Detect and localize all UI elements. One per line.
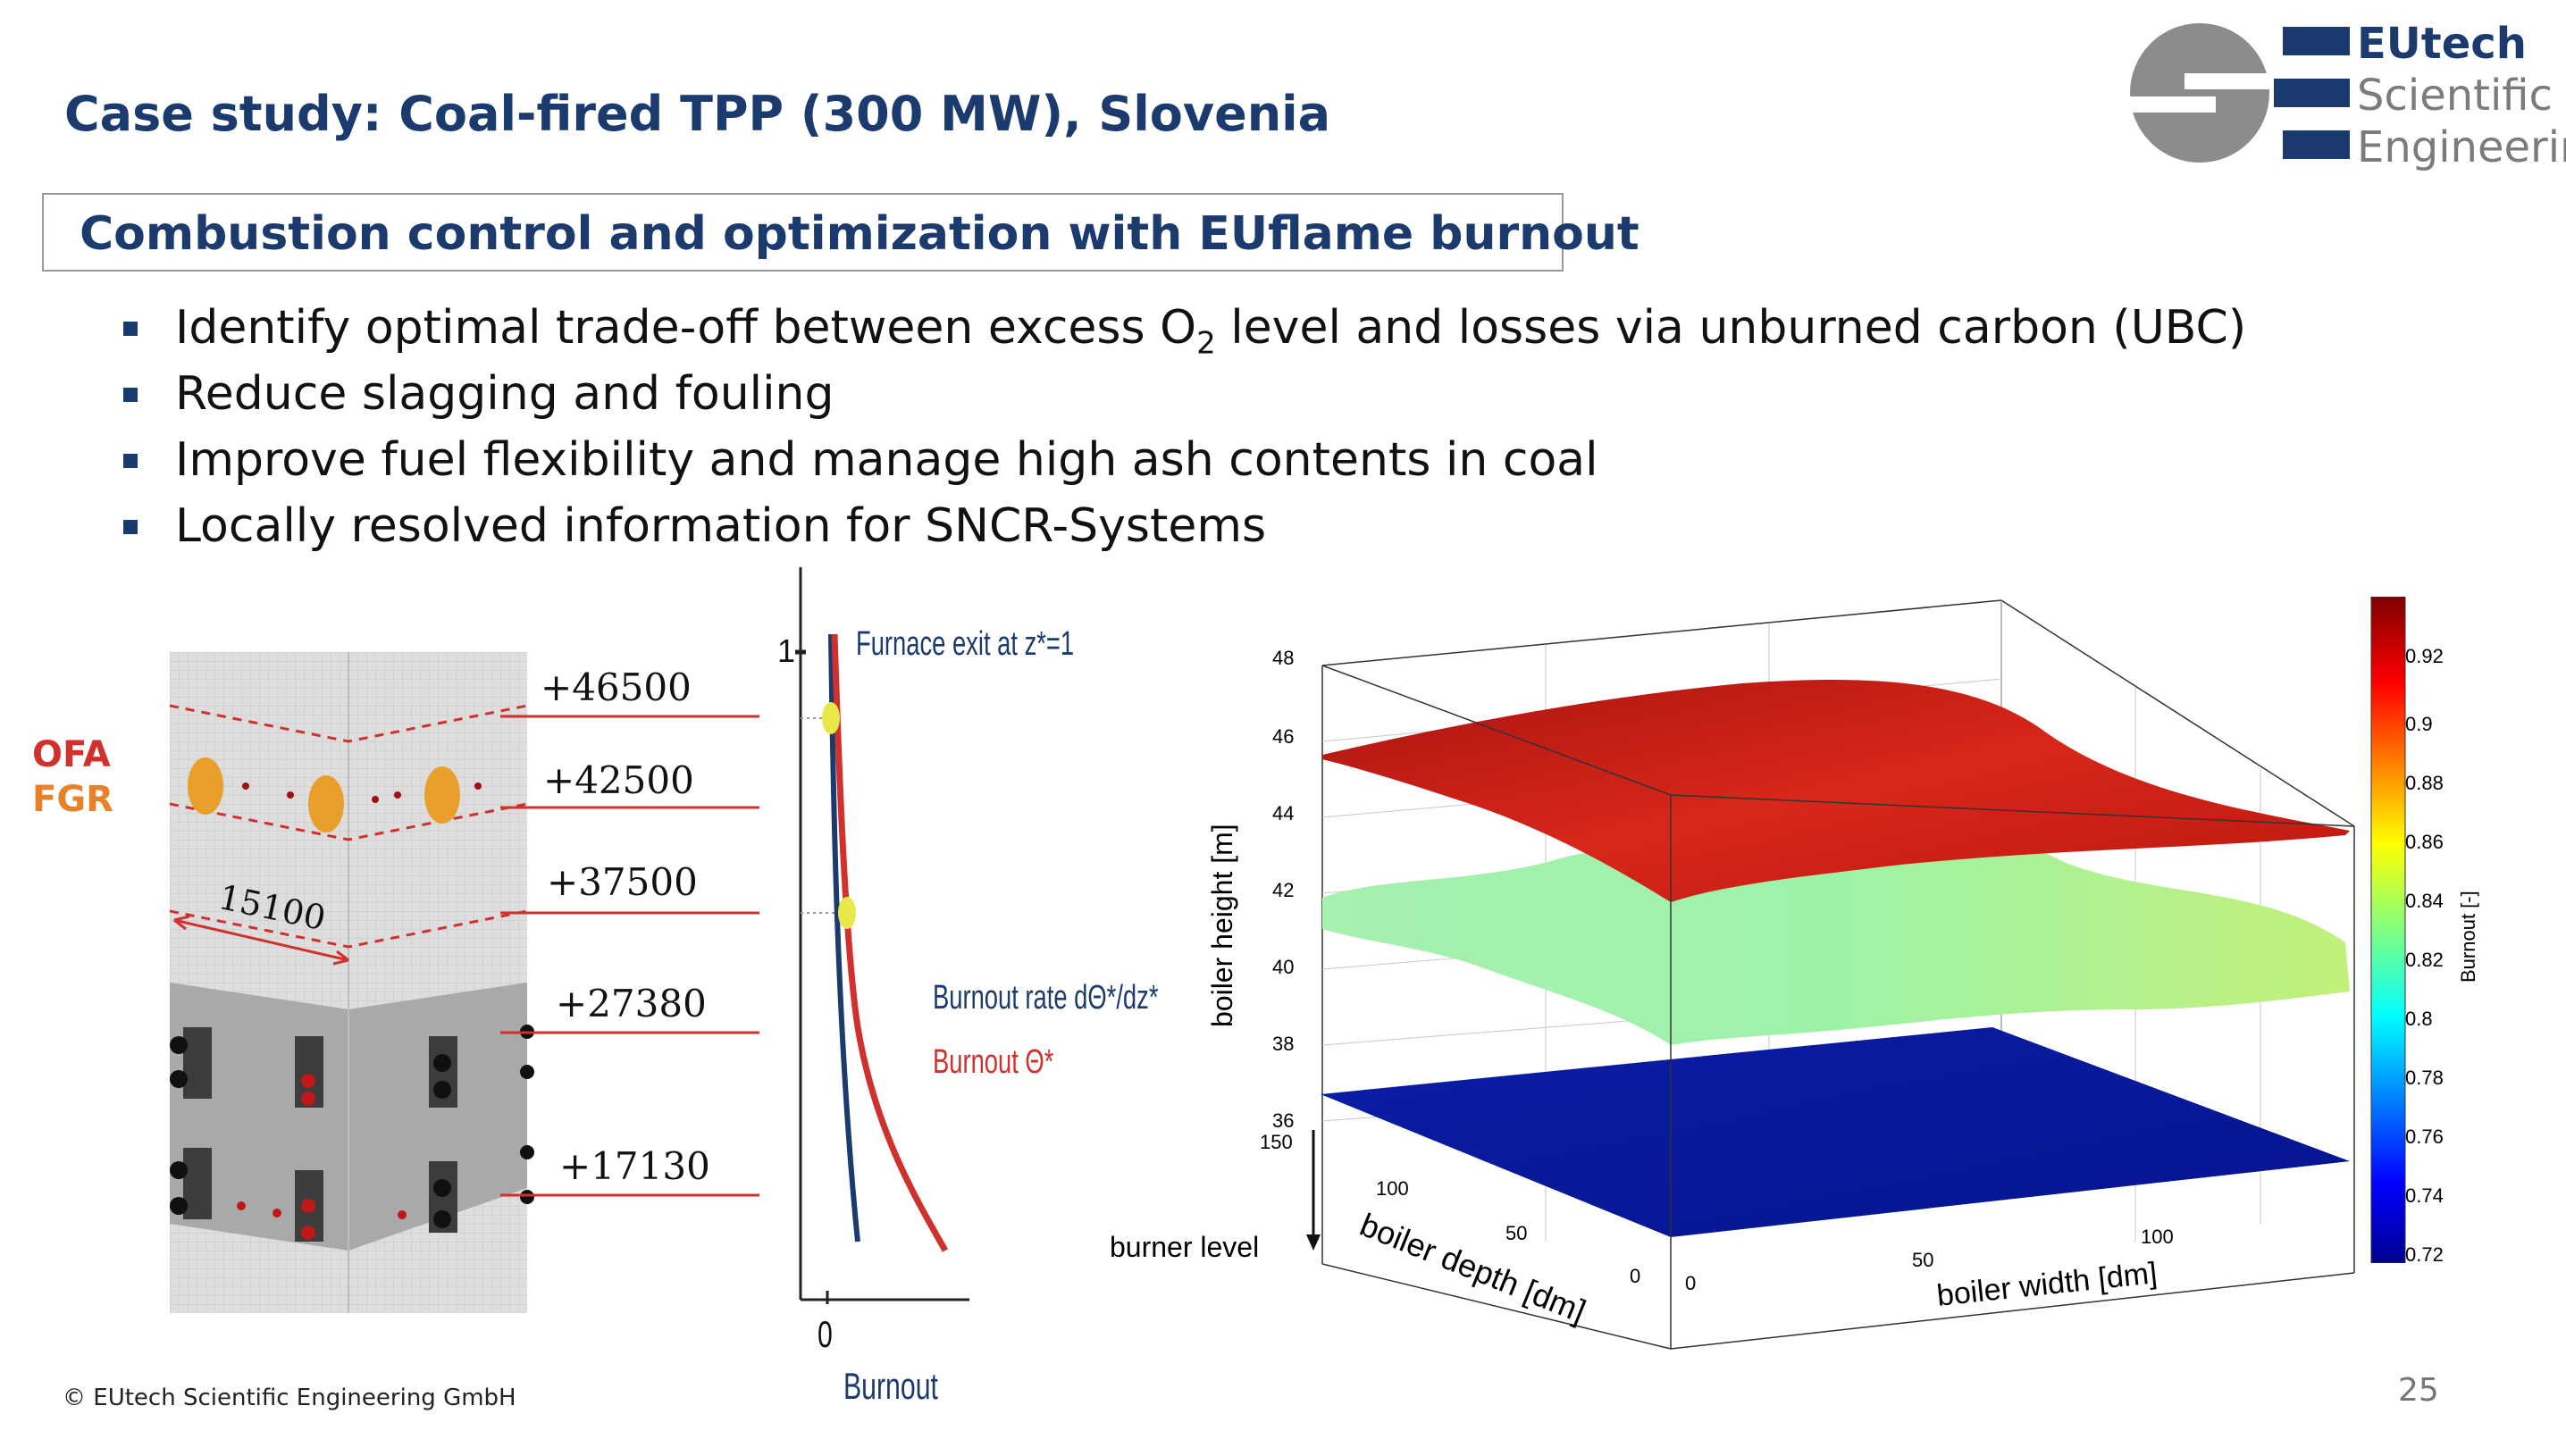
level-label: +37500 <box>547 860 698 904</box>
colorbar-tick: 0.74 <box>2405 1184 2444 1207</box>
width-tick: 0 <box>1685 1272 1697 1294</box>
depth-tick: 100 <box>1376 1177 1409 1200</box>
ofa-label: OFA <box>32 734 111 775</box>
depth-tick: 150 <box>1260 1131 1293 1153</box>
colorbar-label: Burnout [-] <box>2457 891 2479 983</box>
colorbar-tick: 0.8 <box>2405 1008 2433 1030</box>
surface-plot <box>1306 599 2355 1350</box>
bullet-list: Identify optimal trade-off between exces… <box>116 295 2246 559</box>
width-tick: 100 <box>2141 1226 2174 1248</box>
legend-burnout-rate: Burnout rate dΘ*/dz* <box>933 979 1159 1017</box>
bullet-marker-icon <box>123 322 138 336</box>
burnout-profile-chart <box>795 567 969 1304</box>
logo-line-3: Engineering <box>2357 122 2566 172</box>
colorbar-tick: 0.78 <box>2405 1067 2444 1089</box>
bullet-marker-icon <box>123 454 138 468</box>
colorbar-tick: 0.84 <box>2405 890 2444 912</box>
profile-y-tick: 1 <box>777 632 796 669</box>
z-tick: 44 <box>1272 802 1295 824</box>
level-label: +46500 <box>541 665 692 709</box>
z-tick: 46 <box>1272 725 1295 748</box>
profile-x-tick: 0 <box>818 1313 833 1355</box>
z-axis-label: boiler height [m] <box>1206 824 1238 1027</box>
colorbar-tick: 0.9 <box>2405 713 2433 735</box>
colorbar-tick: 0.92 <box>2405 645 2444 667</box>
logo-line-2: Scientific <box>2357 71 2553 121</box>
page-number: 25 <box>2398 1372 2439 1409</box>
z-tick: 36 <box>1272 1109 1295 1132</box>
level-lines <box>500 715 759 1197</box>
fgr-label: FGR <box>32 779 113 820</box>
level-label: +42500 <box>543 758 694 802</box>
bullet-marker-icon <box>123 520 138 534</box>
colorbar-tick: 0.82 <box>2405 949 2444 971</box>
level-label: +17130 <box>559 1144 710 1188</box>
depth-tick: 50 <box>1505 1222 1528 1244</box>
eutech-logo-icon <box>2126 23 2350 163</box>
colorbar <box>2370 597 2406 1263</box>
level-label: +27380 <box>556 982 707 1025</box>
z-tick: 42 <box>1272 879 1295 901</box>
z-tick: 40 <box>1272 956 1295 978</box>
width-tick: 50 <box>1912 1249 1934 1271</box>
z-tick: 38 <box>1272 1033 1295 1055</box>
furnace-exit-label: Furnace exit at z*=1 <box>856 625 1075 663</box>
logo-line-1: EUtech <box>2357 19 2527 69</box>
bullet-item: Improve fuel flexibility and manage high… <box>116 427 2246 493</box>
colorbar-tick: 0.86 <box>2405 831 2444 853</box>
bullet-marker-icon <box>123 388 138 402</box>
subtitle-text: Combustion control and optimization with… <box>80 207 1639 261</box>
colorbar-tick: 0.76 <box>2405 1125 2444 1148</box>
profile-x-label: Burnout <box>843 1365 938 1407</box>
slide-title: Case study: Coal-fired TPP (300 MW), Slo… <box>64 86 1331 142</box>
bullet-item: Locally resolved information for SNCR-Sy… <box>116 493 2246 559</box>
burner-level-label: burner level <box>1110 1231 1260 1263</box>
bullet-item: Reduce slagging and fouling <box>116 361 2246 427</box>
footer-copyright: © EUtech Scientific Engineering GmbH <box>63 1385 516 1411</box>
logo-wordmark: EUtech Scientific Engineering <box>2357 18 2566 173</box>
colorbar-tick: 0.88 <box>2405 772 2444 794</box>
subtitle-box: Combustion control and optimization with… <box>42 193 1639 272</box>
depth-tick: 0 <box>1630 1265 1641 1287</box>
bullet-item: Identify optimal trade-off between exces… <box>116 295 2246 361</box>
z-tick: 48 <box>1272 647 1295 669</box>
colorbar-tick: 0.72 <box>2405 1243 2444 1266</box>
furnace-illustration <box>170 652 534 1313</box>
legend-burnout: Burnout Θ* <box>933 1043 1054 1081</box>
